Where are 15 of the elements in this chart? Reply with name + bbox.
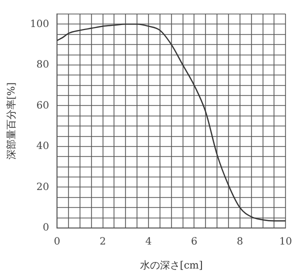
line-series xyxy=(57,24,286,222)
y-axis-title: 深部量百分率[%] xyxy=(6,82,18,160)
y-tick-label: 0 xyxy=(42,222,50,234)
y-tick-label: 20 xyxy=(36,182,50,193)
x-tick-label: 2 xyxy=(100,236,106,248)
x-tick-label: 10 xyxy=(279,236,292,248)
y-tick-label: 40 xyxy=(36,141,50,152)
x-axis-title: 水の深さ[cm] xyxy=(140,260,203,272)
y-tick-label: 60 xyxy=(36,100,50,112)
y-tick-label: 80 xyxy=(36,60,50,71)
x-tick-label: 8 xyxy=(236,236,244,248)
y-tick-label: 100 xyxy=(30,18,50,30)
x-tick-label: 0 xyxy=(54,236,60,248)
x-tick-label: 6 xyxy=(191,236,198,248)
x-tick-label: 4 xyxy=(145,236,152,248)
